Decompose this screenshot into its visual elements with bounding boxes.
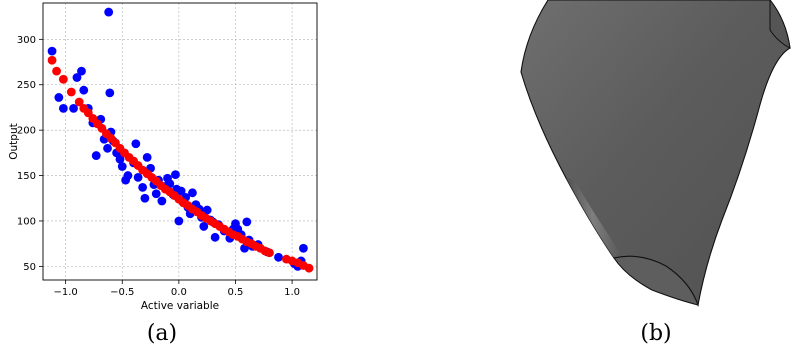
- blade-root-section: [613, 255, 699, 306]
- x-tick-label: 0.0: [171, 287, 187, 298]
- data-point-series-1: [171, 170, 180, 180]
- data-point-series-1: [117, 162, 127, 171]
- data-point-series-1: [274, 252, 283, 262]
- grid: [43, 3, 317, 280]
- data-point-series-1: [199, 222, 209, 231]
- y-tick-label: 50: [23, 262, 36, 273]
- data-point-series-1: [151, 189, 161, 199]
- x-tick-label: 0.5: [228, 287, 244, 298]
- y-tick-label: 250: [17, 80, 36, 91]
- data-point-series-1: [299, 243, 308, 253]
- data-point-series-1: [138, 182, 148, 192]
- chart-panel-a: −1.0 −0.5 0.0 0.5 1.0 50 100 150 200 250 300 Activ…: [8, 2, 318, 346]
- data-point-series-1: [72, 73, 82, 82]
- data-points: [47, 7, 314, 273]
- data-point-series-2: [265, 248, 274, 258]
- data-point-series-1: [105, 88, 115, 98]
- panel-a-caption: (a): [147, 321, 177, 346]
- plot-background: [43, 3, 317, 280]
- x-axis-label: Active variable: [141, 300, 219, 312]
- data-point-series-1: [131, 139, 141, 149]
- y-tick-label: 200: [17, 126, 36, 137]
- blade-surface: [520, 0, 791, 307]
- blade-render-panel-b: (b): [520, 0, 791, 346]
- data-point-series-1: [104, 7, 114, 17]
- data-point-series-2: [52, 66, 61, 76]
- data-point-series-1: [91, 151, 101, 160]
- data-point-series-1: [123, 171, 133, 180]
- data-point-series-2: [66, 87, 76, 97]
- data-point-series-1: [69, 103, 78, 113]
- y-tick-label: 300: [17, 35, 36, 46]
- y-tick-label: 150: [17, 171, 36, 182]
- y-axis-label: Output: [8, 123, 20, 159]
- data-point-series-1: [103, 143, 112, 153]
- blade-edge-highlight: [566, 178, 620, 258]
- data-point-series-2: [304, 263, 314, 273]
- data-point-series-1: [133, 172, 143, 182]
- plot-frame: [42, 2, 318, 281]
- data-point-series-1: [142, 152, 152, 162]
- data-point-series-1: [188, 188, 197, 198]
- data-point-series-1: [58, 103, 68, 113]
- blade-tip-edge: [769, 0, 791, 49]
- data-point-series-1: [54, 93, 64, 102]
- x-tick-label: −0.5: [110, 287, 134, 298]
- data-point-series-1: [140, 193, 150, 203]
- data-point-series-1: [210, 232, 220, 242]
- data-point-series-1: [174, 216, 184, 226]
- data-point-series-1: [176, 186, 186, 196]
- x-tick-label: 1.0: [284, 287, 300, 298]
- data-point-series-2: [74, 97, 84, 107]
- data-point-series-1: [157, 196, 167, 206]
- data-point-series-1: [242, 217, 252, 227]
- axis-ticks: −1.0 −0.5 0.0 0.5 1.0 50 100 150 200 250 300: [17, 35, 300, 298]
- data-point-series-1: [115, 154, 125, 164]
- data-point-series-1: [79, 85, 89, 95]
- data-point-series-1: [77, 66, 86, 76]
- y-tick-label: 100: [17, 216, 36, 227]
- x-tick-label: −1.0: [53, 287, 77, 298]
- data-point-series-2: [58, 74, 68, 84]
- data-point-series-1: [47, 46, 57, 56]
- data-point-series-2: [47, 55, 57, 65]
- data-point-series-1: [202, 205, 212, 215]
- panel-b-caption: (b): [640, 321, 671, 346]
